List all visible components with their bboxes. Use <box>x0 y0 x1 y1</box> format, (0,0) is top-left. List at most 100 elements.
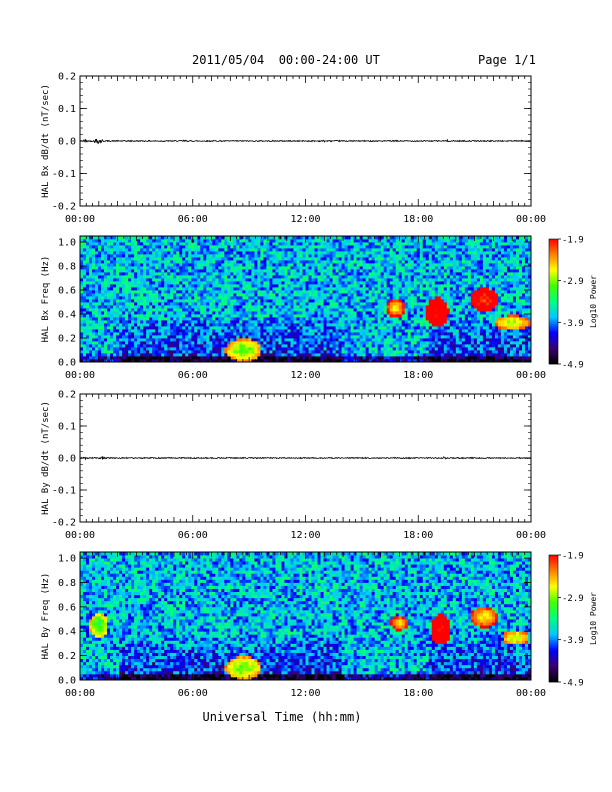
spectrogram-cell <box>233 275 236 278</box>
spectrogram-cell <box>86 248 89 251</box>
spectrogram-cell <box>369 251 372 254</box>
spectrogram-cell <box>86 245 89 248</box>
spectrogram-cell <box>366 296 369 299</box>
spectrogram-cell <box>266 278 269 281</box>
spectrogram-cell <box>302 323 305 326</box>
spectrogram-cell <box>408 299 411 302</box>
spectrogram-cell <box>245 236 248 239</box>
spectrogram-cell <box>95 269 98 272</box>
spectrogram-cell <box>360 236 363 239</box>
spectrogram-cell <box>348 350 351 353</box>
spectrogram-cell <box>366 347 369 350</box>
spectrogram-cell <box>378 242 381 245</box>
spectrogram-cell <box>116 245 119 248</box>
spectrogram-cell <box>420 281 423 284</box>
spectrogram-cell <box>200 272 203 275</box>
spectrogram-cell <box>170 284 173 287</box>
spectrogram-cell <box>125 263 128 266</box>
spectrogram-cell <box>146 290 149 293</box>
spectrogram-cell <box>122 260 125 263</box>
spectrogram-cell <box>80 275 83 278</box>
spectrogram-cell <box>306 305 309 308</box>
spectrogram-cell <box>125 278 128 281</box>
spectrogram-cell <box>200 269 203 272</box>
spectrogram-cell <box>378 317 381 320</box>
spectrogram-cell <box>209 323 212 326</box>
spectrogram-cell <box>260 290 263 293</box>
spectrogram-cell <box>134 332 137 335</box>
spectrogram-cell <box>164 320 167 323</box>
spectrogram-cell <box>95 239 98 242</box>
spectrogram-cell <box>393 353 396 356</box>
spectrogram-cell <box>378 257 381 260</box>
spectrogram-cell <box>185 263 188 266</box>
spectrogram-cell <box>113 260 116 263</box>
spectrogram-cell <box>284 299 287 302</box>
spectrogram-cell <box>339 236 342 239</box>
spectrogram-cell <box>104 317 107 320</box>
spectrogram-cell <box>197 353 200 356</box>
spectrogram-cell <box>227 257 230 260</box>
spectrogram-cell <box>134 275 137 278</box>
spectrogram-cell <box>254 317 257 320</box>
spectrogram-cell <box>354 335 357 338</box>
spectrogram-cell <box>390 314 393 317</box>
spectrogram-cell <box>170 266 173 269</box>
spectrogram-cell <box>221 281 224 284</box>
spectrogram-cell <box>179 269 182 272</box>
spectrogram-cell <box>312 356 315 359</box>
spectrogram-cell <box>293 257 296 260</box>
spectrogram-cell <box>408 350 411 353</box>
spectrogram-cell <box>269 254 272 257</box>
spectrogram-cell <box>387 278 390 281</box>
spectrogram-cell <box>239 344 242 347</box>
spectrogram-cell <box>293 242 296 245</box>
spectrogram-cell <box>420 284 423 287</box>
spectrogram-cell <box>224 275 227 278</box>
spectrogram-cell <box>80 326 83 329</box>
spectrogram-cell <box>257 266 260 269</box>
spectrogram-cell <box>378 299 381 302</box>
spectrogram-cell <box>417 257 420 260</box>
spectrogram-cell <box>149 350 152 353</box>
spectrogram-cell <box>221 278 224 281</box>
spectrogram-cell <box>134 314 137 317</box>
spectrogram-cell <box>227 281 230 284</box>
spectrogram-cell <box>257 320 260 323</box>
spectrogram-cell <box>315 335 318 338</box>
spectrogram-cell <box>254 332 257 335</box>
spectrogram-cell <box>257 341 260 344</box>
spectrogram-cell <box>191 341 194 344</box>
spectrogram-cell <box>396 338 399 341</box>
spectrogram-cell <box>296 350 299 353</box>
spectrogram-cell <box>309 239 312 242</box>
spectrogram-cell <box>315 320 318 323</box>
spectrogram-cell <box>315 272 318 275</box>
spectrogram-cell <box>224 284 227 287</box>
spectrogram-cell <box>140 320 143 323</box>
spectrogram-cell <box>351 344 354 347</box>
spectrogram-cell <box>122 248 125 251</box>
spectrogram-cell <box>200 239 203 242</box>
spectrogram-cell <box>309 287 312 290</box>
spectrogram-cell <box>92 281 95 284</box>
spectrogram-cell <box>227 254 230 257</box>
spectrogram-cell <box>116 257 119 260</box>
spectrogram-cell <box>230 287 233 290</box>
spectrogram-cell <box>351 239 354 242</box>
spectrogram-cell <box>179 245 182 248</box>
spectrogram-cell <box>200 254 203 257</box>
spectrogram-cell <box>278 323 281 326</box>
spectrogram-cell <box>369 260 372 263</box>
spectrogram-cell <box>405 275 408 278</box>
spectrogram-cell <box>339 275 342 278</box>
spectrogram-cell <box>182 284 185 287</box>
spectrogram-cell <box>269 353 272 356</box>
spectrogram-cell <box>378 284 381 287</box>
spectrogram-cell <box>414 275 417 278</box>
spectrogram-cell <box>110 251 113 254</box>
spectrogram-cell <box>375 269 378 272</box>
spectrogram-cell <box>315 263 318 266</box>
spectrogram-cell <box>110 320 113 323</box>
spectrogram-cell <box>122 344 125 347</box>
